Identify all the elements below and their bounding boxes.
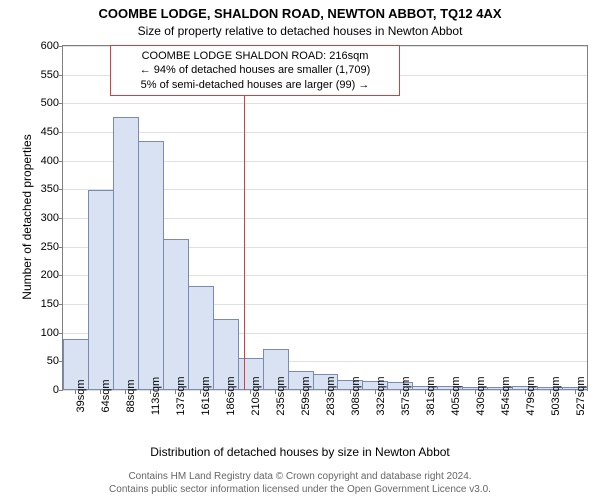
annotation-box: COOMBE LODGE SHALDON ROAD: 216sqm ← 94% …	[110, 45, 400, 96]
footer-line: Contains public sector information licen…	[0, 484, 600, 497]
xtick-label: 405sqm	[450, 376, 462, 415]
xtick-label: 210sqm	[250, 376, 262, 415]
xtick-label: 137sqm	[175, 376, 187, 415]
xtick-label: 235sqm	[275, 376, 287, 415]
ytick-label: 550	[41, 69, 59, 81]
ytick-mark	[59, 46, 63, 47]
ytick-mark	[59, 132, 63, 133]
ytick-mark	[59, 218, 63, 219]
xtick-label: 430sqm	[475, 376, 487, 415]
footer-line: Contains HM Land Registry data © Crown c…	[0, 471, 600, 484]
ytick-label: 500	[41, 97, 59, 109]
xtick-label: 503sqm	[550, 376, 562, 415]
xtick-label: 161sqm	[200, 376, 212, 415]
annotation-line: 5% of semi-detached houses are larger (9…	[115, 78, 395, 92]
xtick-label: 283sqm	[325, 376, 337, 415]
xtick-label: 113sqm	[150, 377, 162, 415]
ytick-label: 250	[41, 241, 59, 253]
xaxis-title: Distribution of detached houses by size …	[0, 445, 600, 459]
reference-line	[244, 46, 245, 390]
ytick-mark	[59, 75, 63, 76]
chart-container: COOMBE LODGE, SHALDON ROAD, NEWTON ABBOT…	[0, 0, 600, 500]
ytick-mark	[59, 390, 63, 391]
ytick-label: 50	[47, 355, 59, 367]
gridline	[63, 132, 587, 133]
ytick-mark	[59, 333, 63, 334]
chart-title: COOMBE LODGE, SHALDON ROAD, NEWTON ABBOT…	[0, 6, 600, 21]
bar	[138, 141, 164, 390]
xtick-label: 88sqm	[125, 379, 137, 412]
ytick-label: 200	[41, 269, 59, 281]
ytick-mark	[59, 304, 63, 305]
plot-area: 05010015020025030035040045050055060039sq…	[62, 45, 588, 391]
bar	[113, 117, 139, 390]
yaxis-title: Number of detached properties	[20, 45, 34, 389]
xtick-label: 527sqm	[575, 376, 587, 415]
bar	[88, 190, 114, 390]
ytick-label: 350	[41, 183, 59, 195]
xtick-label: 186sqm	[225, 376, 237, 415]
xtick-label: 259sqm	[300, 376, 312, 415]
ytick-label: 600	[41, 40, 59, 52]
bar	[163, 239, 189, 390]
chart-subtitle: Size of property relative to detached ho…	[0, 24, 600, 38]
ytick-mark	[59, 275, 63, 276]
ytick-mark	[59, 247, 63, 248]
bar	[188, 286, 214, 390]
annotation-line: ← 94% of detached houses are smaller (1,…	[115, 63, 395, 77]
annotation-line: COOMBE LODGE SHALDON ROAD: 216sqm	[115, 49, 395, 63]
ytick-mark	[59, 189, 63, 190]
xtick-label: 308sqm	[350, 376, 362, 415]
ytick-label: 300	[41, 212, 59, 224]
xtick-label: 357sqm	[400, 376, 412, 415]
ytick-mark	[59, 161, 63, 162]
gridline	[63, 103, 587, 104]
xtick-label: 39sqm	[75, 379, 87, 412]
footer-text: Contains HM Land Registry data © Crown c…	[0, 471, 600, 496]
xtick-label: 381sqm	[425, 376, 437, 415]
ytick-label: 150	[41, 298, 59, 310]
xtick-label: 479sqm	[525, 376, 537, 415]
ytick-label: 100	[41, 327, 59, 339]
ytick-mark	[59, 103, 63, 104]
xtick-label: 332sqm	[375, 376, 387, 415]
ytick-label: 450	[41, 126, 59, 138]
ytick-label: 400	[41, 155, 59, 167]
xtick-label: 64sqm	[100, 379, 112, 412]
xtick-label: 454sqm	[500, 376, 512, 415]
